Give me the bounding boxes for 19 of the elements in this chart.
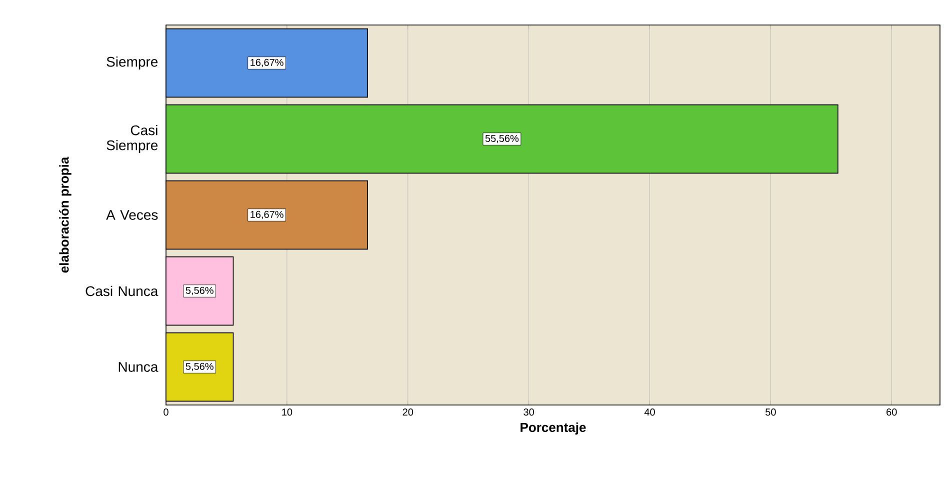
y-tick-label: Nunca xyxy=(118,362,158,372)
x-tick-label: 10 xyxy=(282,408,292,416)
data-label: 5,56% xyxy=(186,362,214,372)
x-tick-label: 30 xyxy=(524,408,534,416)
data-label: 16,67% xyxy=(250,58,284,68)
data-label: 5,56% xyxy=(186,286,214,296)
x-tick-label: 40 xyxy=(644,408,655,416)
data-label: 55,56% xyxy=(485,134,519,144)
y-tick-label: Siempre xyxy=(106,56,158,70)
data-label: 16,67% xyxy=(250,210,284,220)
x-tick-label: 20 xyxy=(402,408,414,416)
y-tick-label: A Veces xyxy=(106,210,158,220)
x-tick-label: 50 xyxy=(766,408,776,416)
x-tick-label: 60 xyxy=(886,408,897,416)
y-tick-label: Casi Nunca xyxy=(86,286,158,296)
x-tick-label: 0 xyxy=(164,408,168,416)
x-axis-title: Porcentaje xyxy=(520,422,586,435)
y-axis-title: elaboración propia xyxy=(59,156,72,273)
y-tick-label: Casi Siempre xyxy=(106,124,158,154)
